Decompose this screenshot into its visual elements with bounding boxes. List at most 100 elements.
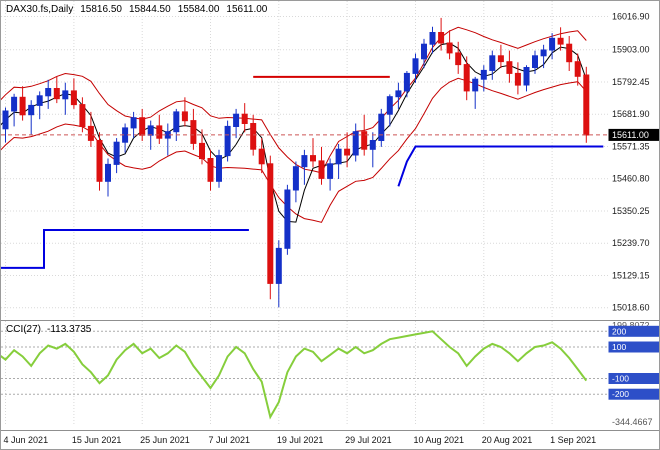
candle <box>429 32 436 45</box>
cci-level-tag <box>608 373 659 384</box>
envelope-upper-line <box>1 26 587 174</box>
candle <box>574 61 581 77</box>
candle <box>250 123 257 150</box>
candle <box>275 247 282 284</box>
candle <box>258 148 265 165</box>
candle <box>181 111 188 122</box>
current-price-tag-label: 15611.00 <box>612 130 649 140</box>
candle <box>310 155 316 162</box>
panel-separator[interactable] <box>1 320 659 321</box>
cci-level-label: 100 <box>612 342 626 352</box>
x-axis-label: 7 Jul 2021 <box>208 435 251 445</box>
x-axis-label: 15 Jun 2021 <box>71 435 122 445</box>
price-axis-label: 15239.70 <box>612 238 650 248</box>
candle <box>480 69 487 80</box>
current-price-tag <box>608 128 659 141</box>
candle <box>241 113 248 124</box>
candle <box>463 64 470 92</box>
price-axis-label: 15460.80 <box>612 174 650 184</box>
price-axis-label: 16016.90 <box>612 12 650 22</box>
candle <box>335 148 342 165</box>
candle <box>139 117 146 136</box>
x-axis-label: 29 Jul 2021 <box>345 435 392 445</box>
candle <box>2 110 9 130</box>
candle <box>70 90 77 106</box>
x-axis-label: 19 Jul 2021 <box>276 435 324 445</box>
candle <box>190 120 197 144</box>
price-axis-label: 15681.90 <box>612 109 650 119</box>
price-axis-label: 15129.15 <box>612 271 650 281</box>
candle <box>446 42 453 54</box>
candle <box>284 189 291 249</box>
candle <box>11 96 18 112</box>
price-scale[interactable]: 16016.90 15903.00 15792.45 15681.90 15571.35… <box>608 12 660 313</box>
candle <box>438 32 445 44</box>
candle <box>318 160 325 179</box>
price-axis-label: 15571.35 <box>612 142 650 152</box>
candle <box>583 74 590 136</box>
candle <box>79 104 86 127</box>
candle <box>369 140 376 150</box>
candle <box>267 163 274 284</box>
candle <box>19 96 26 116</box>
candle <box>53 88 60 100</box>
candle <box>557 37 564 45</box>
price-chart-canvas[interactable]: 16016.90 15903.00 15792.45 15681.90 15571.35… <box>1 1 660 320</box>
cci-scale-min: -344.4667 <box>612 417 653 427</box>
candle <box>497 55 504 63</box>
candle <box>514 72 521 86</box>
candle <box>421 43 427 60</box>
candle <box>45 88 52 97</box>
cci-grid <box>1 321 608 426</box>
candle <box>62 90 69 100</box>
candle <box>233 113 240 127</box>
candle <box>395 90 402 98</box>
candle <box>156 125 163 139</box>
ohlc-close: 15611.00 <box>226 4 268 15</box>
support-step-left <box>1 229 249 269</box>
candle <box>532 55 538 68</box>
candle <box>327 163 334 179</box>
x-axis-label: 1 Sep 2021 <box>550 435 597 445</box>
candle <box>361 131 368 150</box>
candle <box>412 58 419 74</box>
candle <box>147 125 154 136</box>
candle <box>292 166 299 191</box>
price-axis-label: 15792.45 <box>612 77 650 87</box>
cci-indicator-value: -113.3735 <box>47 324 92 335</box>
cci-scale[interactable]: 199.8072 -344.4667 200 100 -100 -200 <box>608 321 660 427</box>
envelope-mid-line <box>1 42 587 223</box>
candle <box>173 111 180 133</box>
time-axis[interactable]: 4 Jun 2021 15 Jun 2021 25 Jun 2021 7 Jul 20… <box>1 430 659 449</box>
price-axis-label: 15350.25 <box>612 206 650 216</box>
candle <box>199 142 205 160</box>
ohlc-low: 15584.00 <box>177 4 220 15</box>
chart-ohlc-header: DAX30.fs,Daily 15816.50 15844.50 15584.0… <box>6 4 267 15</box>
price-axis-label: 15018.60 <box>612 303 650 313</box>
candle <box>36 95 43 106</box>
cci-indicator-label: CCI(27) <box>6 324 42 335</box>
price-axis-label: 15903.00 <box>612 45 650 55</box>
cci-level-tag <box>608 341 659 353</box>
candle <box>489 55 496 71</box>
candle <box>87 125 94 141</box>
candle <box>549 37 556 51</box>
x-axis-label: 4 Jun 2021 <box>3 435 49 445</box>
candle <box>455 52 462 66</box>
cci-level-tag <box>608 388 659 400</box>
support-right <box>397 145 604 187</box>
cci-header: CCI(27) -113.3735 <box>6 324 91 335</box>
candle <box>506 61 513 74</box>
candle <box>386 96 393 115</box>
candle <box>96 140 103 182</box>
candle <box>113 141 120 165</box>
candle <box>472 78 479 92</box>
cci-line <box>1 330 588 420</box>
candle <box>523 67 530 86</box>
x-axis-label: 20 Aug 2021 <box>481 435 533 445</box>
candle <box>566 43 573 63</box>
cci-indicator-canvas[interactable]: 199.8072 -344.4667 200 100 -100 -200 <box>1 321 660 430</box>
symbol-timeframe-label: DAX30.fs,Daily <box>6 4 74 15</box>
candle <box>216 155 222 182</box>
candle <box>352 131 359 156</box>
